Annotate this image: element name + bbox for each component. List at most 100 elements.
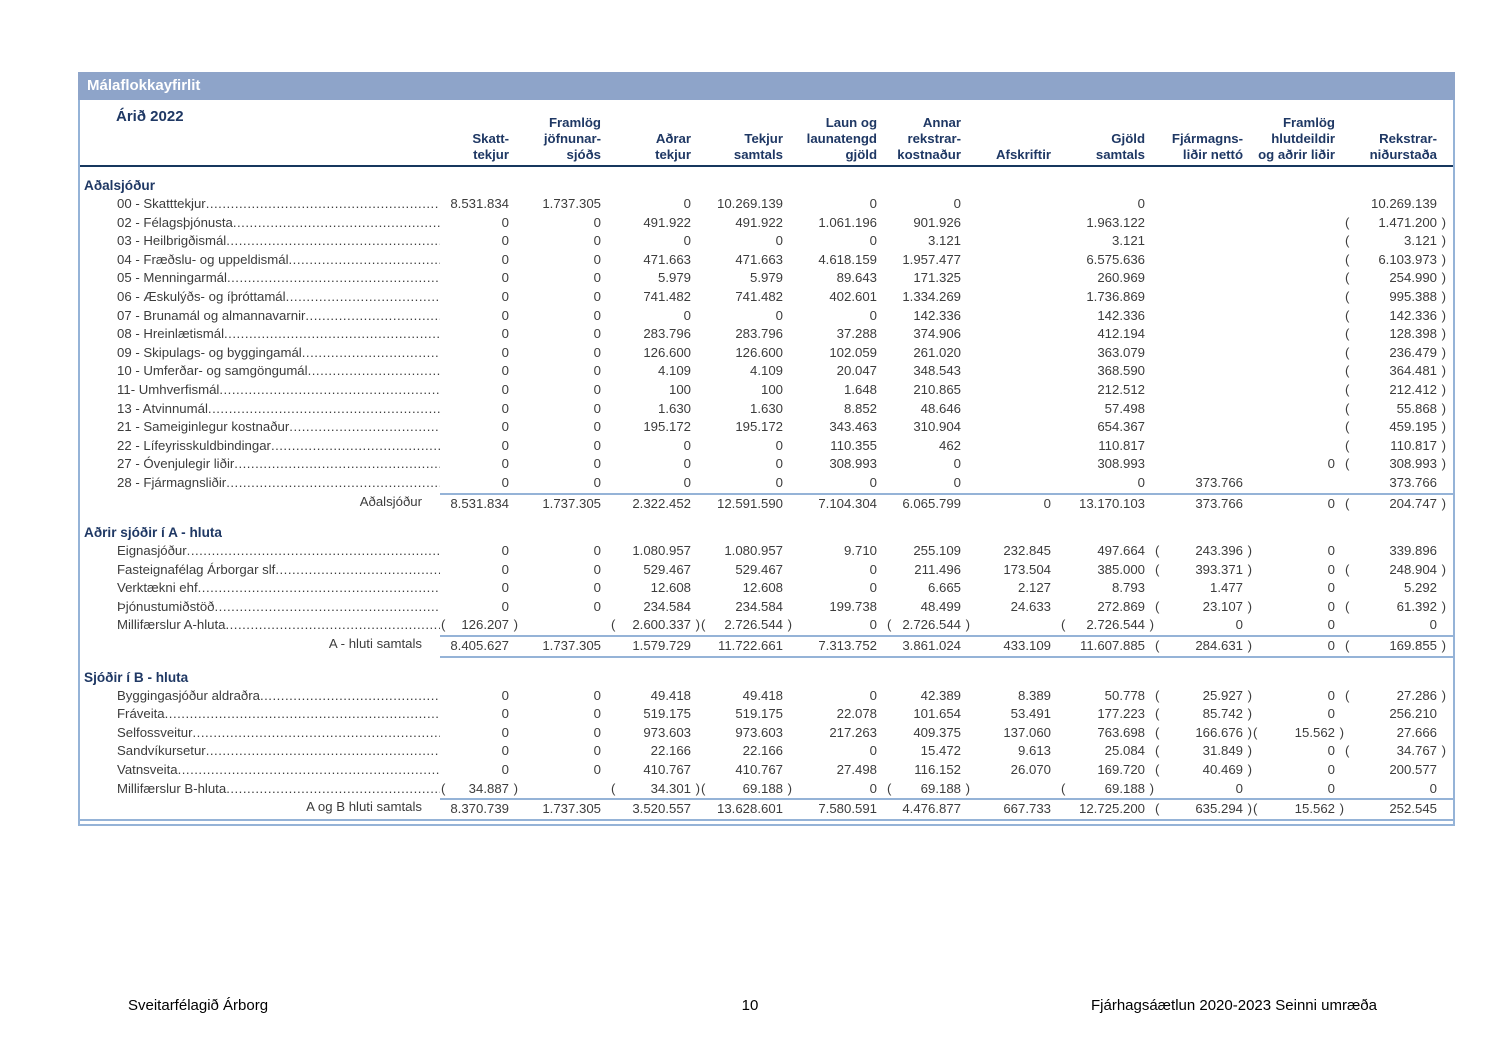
cell-skatt-tekjur: 0 — [440, 214, 518, 233]
cell-afskriftir: 232.845 — [970, 542, 1060, 561]
dot-leader — [233, 214, 440, 233]
cell-value: 363.079 — [1097, 344, 1145, 360]
close-paren: ) — [1247, 724, 1252, 740]
cell-value: 0 — [1327, 617, 1335, 633]
row-spacer — [1446, 742, 1453, 761]
cell-laun-og-launatengd-gjold: 1.648 — [792, 381, 886, 400]
close-paren: ) — [1247, 561, 1252, 577]
close-paren: ) — [965, 617, 970, 633]
cell-value: 48.646 — [920, 400, 961, 416]
row-spacer — [1446, 381, 1453, 400]
cell-adrar-tekjur: 12.608 — [610, 579, 700, 598]
cell-annar-rekstrarkostnadur: 42.389 — [886, 687, 970, 706]
cell-framlog-jofnunarsjods: 0 — [518, 362, 610, 381]
close-paren: ) — [513, 780, 518, 796]
cell-value: 0 — [501, 344, 509, 360]
cell-annar-rekstrarkostnadur: 348.543 — [886, 362, 970, 381]
cell-tekjur-samtals: 1.080.957 — [700, 542, 792, 561]
row-label: 10 - Umferðar- og samgöngumál — [80, 362, 440, 381]
cell-laun-og-launatengd-gjold: 0 — [792, 616, 886, 635]
row-spacer — [1446, 798, 1453, 821]
open-paren: ( — [1345, 598, 1350, 614]
row-label: Selfossveitur — [80, 724, 440, 743]
cell-fjarmagnslidir-netto: (85.742) — [1154, 705, 1252, 724]
cell-adrar-tekjur: 471.663 — [610, 251, 700, 270]
cell-adrar-tekjur: 741.482 — [610, 288, 700, 307]
cell-fjarmagnslidir-netto: (23.107) — [1154, 598, 1252, 617]
cell-value: 0 — [869, 780, 877, 796]
close-paren: ) — [1441, 251, 1446, 267]
cell-value: 763.698 — [1097, 724, 1145, 740]
column-header-framlog-jofnunarsjods: Framlög jöfnunar- sjóðs — [543, 115, 601, 162]
row-spacer — [1446, 492, 1453, 514]
column-header-tekjur-samtals: Tekjur samtals — [733, 131, 783, 162]
table-row: Byggingasjóður aldraðra 0 0 49.418 49.418 0 42… — [80, 687, 1453, 706]
cell-rekstrarnidurstada: (6.103.973) — [1344, 251, 1446, 270]
cell-framlog-hlutdeildir — [1252, 400, 1344, 419]
cell-value: 0 — [593, 381, 601, 397]
open-paren: ( — [1345, 638, 1350, 654]
cell-framlog-jofnunarsjods: 0 — [518, 381, 610, 400]
cell-skatt-tekjur: 0 — [440, 561, 518, 580]
cell-value: 50.778 — [1104, 687, 1145, 703]
cell-value: 0 — [683, 233, 691, 249]
cell-value: 7.313.752 — [818, 638, 877, 654]
cell-laun-og-launatengd-gjold: 199.738 — [792, 598, 886, 617]
cell-gjold-samtals: (69.188) — [1060, 780, 1154, 799]
cell-fjarmagnslidir-netto — [1154, 288, 1252, 307]
cell-adrar-tekjur: 1.579.729 — [610, 635, 700, 658]
row-spacer — [1446, 214, 1453, 233]
cell-value: 0 — [593, 561, 601, 577]
cell-value: 373.766 — [1389, 474, 1437, 490]
cell-fjarmagnslidir-netto: (284.631) — [1154, 635, 1252, 658]
cell-value: 0 — [593, 580, 601, 596]
dot-leader — [302, 344, 440, 363]
cell-value: 210.865 — [913, 381, 961, 397]
cell-adrar-tekjur: 4.109 — [610, 362, 700, 381]
cell-value: 0 — [1327, 743, 1335, 759]
cell-value: 22.166 — [742, 743, 783, 759]
table-row: 00 - Skatttekjur 8.531.834 1.737.305 0 10.26… — [80, 195, 1453, 214]
dot-leader — [198, 579, 440, 598]
close-paren: ) — [1441, 638, 1446, 654]
cell-tekjur-samtals: (69.188) — [700, 780, 792, 799]
cell-laun-og-launatengd-gjold: 22.078 — [792, 705, 886, 724]
cell-value: 368.590 — [1097, 363, 1145, 379]
cell-value: 0 — [1137, 196, 1145, 211]
cell-gjold-samtals: 763.698 — [1060, 724, 1154, 743]
cell-skatt-tekjur: 0 — [440, 455, 518, 474]
cell-tekjur-samtals: 12.591.590 — [700, 492, 792, 514]
table-body: Aðalsjóður 00 - Skatttekjur 8.531.834 1.737… — [80, 176, 1453, 821]
row-label: 22 - Lífeyrisskuldbindingar — [80, 437, 440, 456]
cell-value: 635.294 — [1195, 801, 1243, 817]
cell-skatt-tekjur: 0 — [440, 687, 518, 706]
table-row: Sandvíkursetur 0 0 22.166 22.166 0 15.472 9.613… — [80, 742, 1453, 761]
cell-value: 1.737.305 — [542, 196, 601, 211]
cell-value: 7.104.304 — [818, 495, 877, 511]
cell-adrar-tekjur: 2.322.452 — [610, 492, 700, 514]
cell-value: 0 — [501, 400, 509, 416]
cell-value: 0 — [593, 363, 601, 379]
cell-tekjur-samtals: 4.109 — [700, 362, 792, 381]
cell-value: 53.491 — [1010, 706, 1051, 722]
cell-value: 212.412 — [1389, 381, 1437, 397]
cell-framlog-hlutdeildir: (15.562) — [1252, 724, 1344, 743]
cell-rekstrarnidurstada: (254.990) — [1344, 269, 1446, 288]
open-paren: ( — [1345, 326, 1350, 342]
cell-value: 519.175 — [643, 706, 691, 722]
cell-tekjur-samtals: 49.418 — [700, 687, 792, 706]
cell-skatt-tekjur: 8.405.627 — [440, 635, 518, 658]
table-row: 09 - Skipulags- og byggingamál 0 0 126.600 1… — [80, 344, 1453, 363]
cell-value: 0 — [1235, 617, 1243, 633]
table-bottom-rule — [80, 821, 1453, 826]
cell-afskriftir: 53.491 — [970, 705, 1060, 724]
cell-value: 69.188 — [1104, 780, 1145, 796]
cell-afskriftir — [970, 288, 1060, 307]
cell-value: 85.742 — [1202, 706, 1243, 722]
cell-gjold-samtals: 6.575.636 — [1060, 251, 1154, 270]
cell-value: 0 — [953, 196, 961, 211]
cell-value: 0 — [593, 419, 601, 435]
table-row: 02 - Félagsþjónusta 0 0 491.922 491.922 1.061… — [80, 214, 1453, 233]
cell-annar-rekstrarkostnadur: 101.654 — [886, 705, 970, 724]
